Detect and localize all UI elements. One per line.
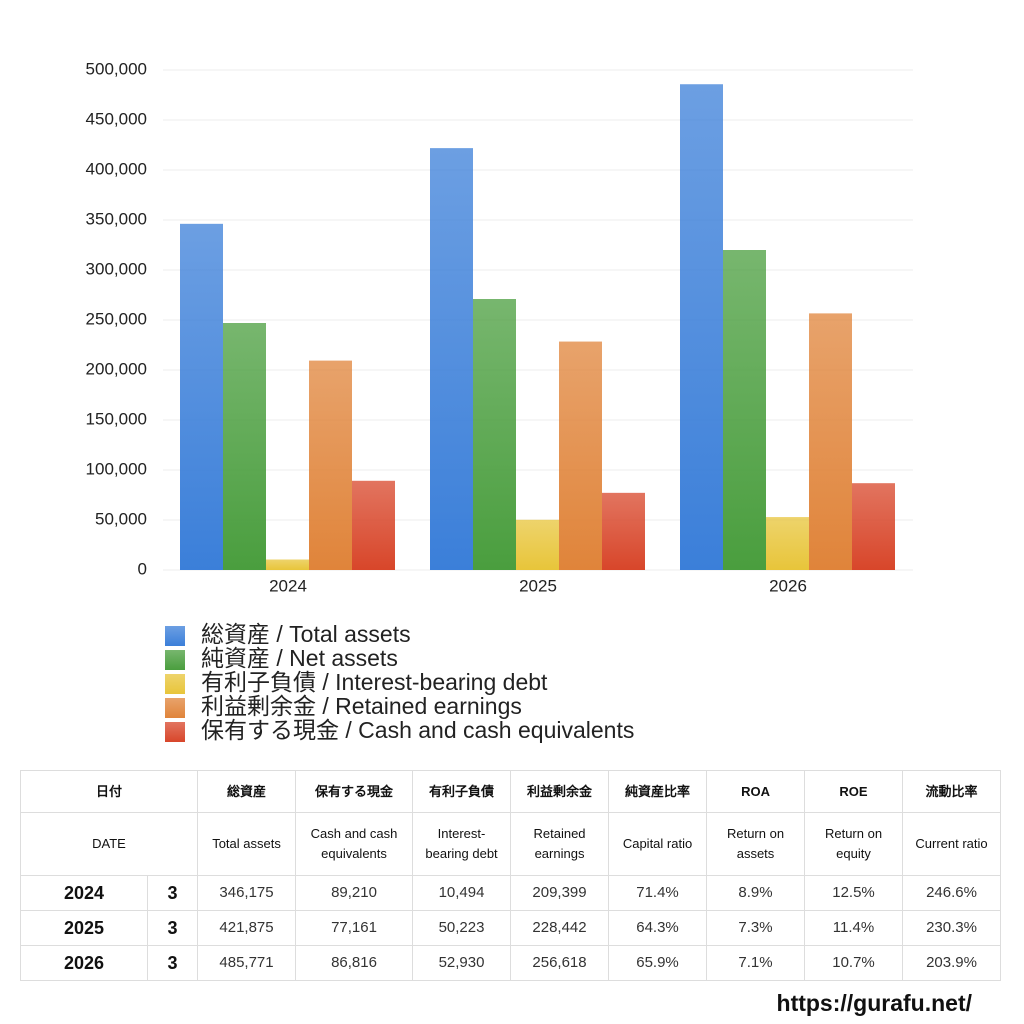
table-cell: Cash and cash equivalents	[295, 812, 414, 876]
table-cell: 10.7%	[804, 945, 904, 981]
y-tick-label: 100,000	[86, 459, 147, 478]
table-cell: 256,618	[510, 945, 610, 981]
legend-swatch	[165, 650, 185, 670]
table-cell: 保有する現金	[295, 770, 414, 813]
table-cell: 10,494	[412, 875, 512, 911]
y-tick-label: 200,000	[86, 359, 147, 378]
table-cell: 純資産比率	[608, 770, 708, 813]
x-tick-label: 2024	[269, 576, 307, 595]
legend-swatch	[165, 698, 185, 718]
table-cell: 203.9%	[902, 945, 1002, 981]
table-cell: 228,442	[510, 910, 610, 946]
chart: 0 50,000 100,000 150,000 200,000 250,000 300,0…	[86, 59, 913, 743]
table-cell: 52,930	[412, 945, 512, 981]
y-tick-label: 500,000	[86, 59, 147, 78]
table-cell: 50,223	[412, 910, 512, 946]
table-cell: 3	[146, 945, 199, 981]
y-tick-label: 300,000	[86, 259, 147, 278]
table-cell: 利益剰余金	[510, 770, 610, 813]
y-tick-label: 350,000	[86, 209, 147, 228]
table-row: DATE Total assets Cash and cash equivalent…	[19, 812, 1002, 876]
table-cell: Return on assets	[706, 812, 806, 876]
table-cell: ROA	[706, 770, 806, 813]
table-cell: 2024	[20, 875, 148, 911]
table-cell: Capital ratio	[608, 812, 708, 876]
table-cell: 65.9%	[608, 945, 708, 981]
y-tick-label: 400,000	[86, 159, 147, 178]
table-cell: 日付	[19, 770, 199, 813]
legend-label: 総資産 / Total assets	[201, 621, 411, 647]
legend-swatch	[165, 722, 185, 742]
table-cell: 209,399	[510, 875, 610, 911]
table-cell: ROE	[804, 770, 904, 813]
x-tick-label: 2025	[519, 576, 557, 595]
legend-swatch	[165, 674, 185, 694]
table-cell: 485,771	[197, 945, 297, 981]
legend-label: 利益剰余金 / Retained earnings	[201, 693, 522, 719]
bar	[266, 559, 309, 570]
table-row: 2025 3 421,875 77,161 50,223 228,442 64.3% 7.3%…	[20, 910, 1002, 946]
table-cell: 71.4%	[608, 875, 708, 911]
table-cell: 12.5%	[804, 875, 904, 911]
table-cell: Return on equity	[804, 812, 904, 876]
bar	[766, 517, 809, 570]
source-url: https://gurafu.net/	[776, 990, 972, 1016]
table-cell: 2025	[20, 910, 148, 946]
bar	[309, 360, 352, 570]
table-cell: 77,161	[295, 910, 414, 946]
bar	[516, 519, 559, 570]
table-cell: 346,175	[197, 875, 297, 911]
bar	[809, 313, 852, 570]
table-cell: 421,875	[197, 910, 297, 946]
bar	[352, 480, 395, 570]
legend-swatch	[165, 626, 185, 646]
table-cell: 8.9%	[706, 875, 806, 911]
legend-label: 有利子負債 / Interest-bearing debt	[201, 669, 548, 695]
table-cell: Retained earnings	[510, 812, 610, 876]
table-cell: Interest-bearing debt	[412, 812, 512, 876]
legend-label: 純資産 / Net assets	[201, 645, 398, 671]
table-cell: 246.6%	[902, 875, 1002, 911]
data-table: 日付 総資産 保有する現金 有利子負債 利益剰余金 純資産比率 ROA ROE 流動比率 DATE…	[19, 770, 1002, 981]
table-cell: 86,816	[295, 945, 414, 981]
bar	[723, 250, 766, 570]
table-cell: 230.3%	[902, 910, 1002, 946]
table-row: 2024 3 346,175 89,210 10,494 209,399 71.4% 8.9%…	[20, 875, 1002, 911]
table-cell: 流動比率	[902, 770, 1002, 813]
table-cell: 11.4%	[804, 910, 904, 946]
table-row: 日付 総資産 保有する現金 有利子負債 利益剰余金 純資産比率 ROA ROE 流動比率	[19, 770, 1002, 813]
bar	[559, 341, 602, 570]
bar	[680, 84, 723, 570]
bar	[430, 148, 473, 570]
table-cell: 3	[146, 875, 199, 911]
y-tick-label: 250,000	[86, 309, 147, 328]
table-cell: 2026	[20, 945, 148, 981]
x-tick-label: 2026	[769, 576, 807, 595]
table-row: 2026 3 485,771 86,816 52,930 256,618 65.9% 7.1%…	[20, 945, 1002, 981]
bar	[180, 223, 223, 570]
table-cell: 有利子負債	[412, 770, 512, 813]
table-cell: 7.1%	[706, 945, 806, 981]
table-cell: 3	[146, 910, 199, 946]
y-tick-label: 0	[138, 559, 147, 578]
table-cell: 総資産	[197, 770, 297, 813]
table-cell: Total assets	[197, 812, 297, 876]
bar	[473, 299, 516, 570]
y-tick-label: 150,000	[86, 409, 147, 428]
y-tick-label: 450,000	[86, 109, 147, 128]
table-cell: Current ratio	[902, 812, 1002, 876]
bar	[223, 323, 266, 570]
bar	[852, 483, 895, 570]
table-cell: 7.3%	[706, 910, 806, 946]
y-tick-label: 50,000	[95, 509, 147, 528]
table-cell: 89,210	[295, 875, 414, 911]
legend-label: 保有する現金 / Cash and cash equivalents	[201, 717, 634, 743]
bar	[602, 492, 645, 570]
table-cell: 64.3%	[608, 910, 708, 946]
table-cell: DATE	[19, 812, 199, 876]
